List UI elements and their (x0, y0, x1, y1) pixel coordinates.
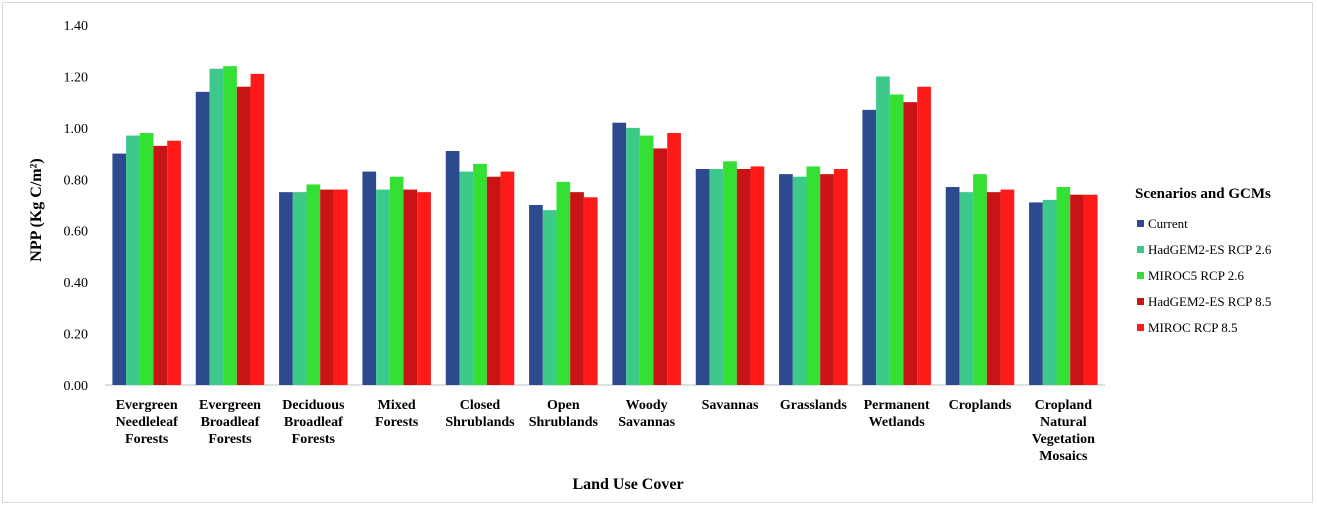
bar (556, 181, 571, 385)
y-axis-title: NPP (Kg C/m²) (28, 158, 45, 261)
x-tick-label: Evergreen Broadleaf Forests (199, 398, 261, 447)
bar (626, 127, 640, 385)
bar (153, 145, 168, 385)
x-tick-label: Mixed Forests (375, 398, 419, 430)
bar (529, 205, 543, 385)
y-tick-label: 0.00 (64, 379, 89, 394)
y-tick-label: 0.20 (64, 328, 89, 343)
x-tick-label: Cropland Natural Vegetation Mosaics (1032, 398, 1095, 464)
bar (1056, 187, 1071, 385)
bar (653, 148, 668, 385)
bar (736, 169, 751, 385)
bar (306, 184, 321, 385)
bar (223, 66, 237, 386)
bar (1070, 194, 1084, 385)
bar (1083, 194, 1098, 385)
legend-label: MIROC5 RCP 2.6 (1148, 268, 1244, 283)
legend-swatch (1137, 298, 1144, 305)
bar (459, 171, 474, 385)
bar (973, 174, 987, 385)
legend: Scenarios and GCMs Current HadGEM2-ES RCP… (1135, 186, 1272, 335)
bar (376, 189, 390, 385)
bar (279, 192, 293, 385)
bar (1042, 199, 1057, 385)
bar (250, 73, 265, 385)
x-axis: Evergreen Needleleaf Forests Evergreen Broad… (105, 384, 1105, 464)
legend-swatch (1137, 272, 1144, 279)
bar (195, 91, 210, 385)
bar (876, 76, 890, 385)
bar (723, 161, 737, 385)
bar (917, 86, 931, 385)
bar (126, 135, 140, 385)
bar (570, 192, 584, 385)
bar (112, 153, 127, 385)
x-axis-title: Land Use Cover (572, 476, 683, 493)
y-tick-label: 0.80 (64, 173, 89, 188)
bar (403, 189, 418, 385)
x-tick-label: Woody Savannas (618, 398, 675, 430)
bar (889, 94, 904, 385)
x-tick-label: Open Shrublands (529, 398, 599, 430)
bar (862, 109, 877, 385)
bar (959, 192, 974, 385)
bar (500, 171, 515, 385)
legend-swatch (1137, 324, 1144, 331)
bar (320, 189, 334, 385)
x-tick-label: Deciduous Broadleaf Forests (282, 398, 345, 447)
bar (820, 174, 834, 385)
bar (542, 210, 557, 385)
bar (1000, 189, 1015, 385)
y-tick-label: 0.60 (64, 225, 89, 240)
bar (695, 169, 710, 385)
x-tick-label: Evergreen Needleleaf Forests (116, 398, 179, 447)
bar (209, 68, 224, 385)
bar (945, 187, 960, 385)
bar (612, 122, 627, 385)
legend-label: HadGEM2-ES RCP 8.5 (1148, 294, 1271, 309)
bar (667, 133, 681, 385)
bar (1029, 202, 1043, 385)
legend-label: HadGEM2-ES RCP 2.6 (1148, 242, 1272, 257)
bar (986, 192, 1001, 385)
bar (779, 174, 793, 385)
bar (167, 140, 181, 385)
bar (792, 176, 807, 385)
bar (139, 133, 154, 385)
bar (473, 163, 487, 385)
y-axis: 0.00 0.20 0.40 0.60 0.80 1.00 1.20 1.40 (64, 19, 89, 394)
bar (833, 169, 848, 385)
legend-label: Current (1148, 216, 1188, 231)
x-tick-label: Croplands (949, 398, 1012, 413)
bar (389, 176, 404, 385)
bar (292, 192, 307, 385)
x-tick-label: Permanent Wetlands (864, 398, 930, 430)
bar (486, 176, 501, 385)
bar (445, 151, 460, 385)
bar (806, 166, 821, 385)
bars (112, 66, 1098, 386)
y-tick-label: 1.20 (64, 70, 89, 85)
bar (362, 171, 377, 385)
bar (417, 192, 431, 385)
bar (903, 102, 918, 386)
y-tick-label: 0.40 (64, 276, 89, 291)
x-tick-label: Closed Shrublands (445, 398, 515, 430)
legend-swatch (1137, 246, 1144, 253)
bar (639, 135, 654, 385)
x-tick-label: Savannas (702, 398, 759, 413)
legend-title: Scenarios and GCMs (1135, 186, 1271, 202)
bar (236, 86, 251, 385)
bar (709, 169, 724, 385)
legend-label: MIROC RCP 8.5 (1148, 320, 1237, 335)
legend-swatch (1137, 220, 1144, 227)
y-tick-label: 1.40 (64, 19, 89, 34)
y-tick-label: 1.00 (64, 122, 89, 137)
bar (333, 189, 348, 385)
bar (583, 197, 598, 385)
bar (750, 166, 765, 385)
x-tick-label: Grasslands (780, 398, 847, 413)
